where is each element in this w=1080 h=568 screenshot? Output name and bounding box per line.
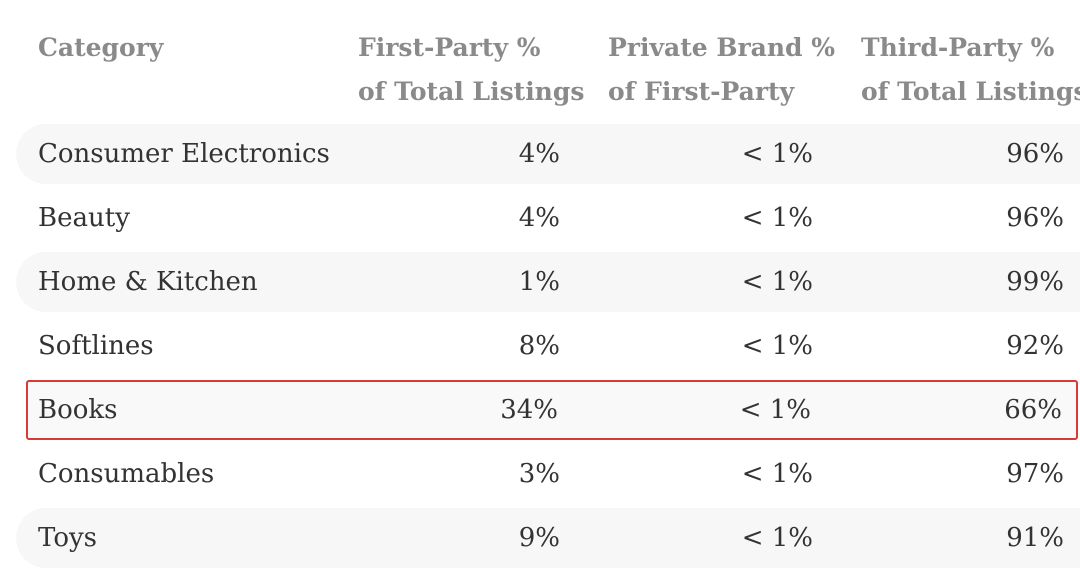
cell-category: Beauty xyxy=(38,203,130,233)
cell-private-brand: < 1% xyxy=(741,139,813,169)
header-private-brand-line-1: Private Brand % xyxy=(608,33,835,62)
header-third-party: Third-Party % of Total Listings xyxy=(861,26,1080,114)
cell-category: Toys xyxy=(38,523,98,553)
cell-first-party: 1% xyxy=(518,267,560,297)
table-row: Softlines 8% < 1% 92% xyxy=(16,316,1080,376)
table-row: Toys 9% < 1% 91% xyxy=(16,508,1080,568)
cell-third-party: 91% xyxy=(1006,523,1064,553)
cell-first-party: 3% xyxy=(518,459,560,489)
cell-first-party: 8% xyxy=(518,331,560,361)
highlighted-row-books: Books 34% < 1% 66% xyxy=(26,380,1078,440)
header-first-party: First-Party % of Total Listings xyxy=(358,26,584,114)
cell-third-party: 96% xyxy=(1006,139,1064,169)
header-first-party-line-1: First-Party % xyxy=(358,33,541,62)
cell-first-party: 9% xyxy=(518,523,560,553)
header-first-party-line-2: of Total Listings xyxy=(358,77,585,106)
cell-category: Consumer Electronics xyxy=(38,139,330,169)
cell-category: Softlines xyxy=(38,331,154,361)
header-third-party-line-1: Third-Party % xyxy=(861,33,1055,62)
cell-third-party: 96% xyxy=(1006,203,1064,233)
cell-third-party: 92% xyxy=(1006,331,1064,361)
header-category: Category xyxy=(38,26,163,70)
header-private-brand: Private Brand % of First-Party xyxy=(608,26,835,114)
cell-first-party: 4% xyxy=(518,203,560,233)
cell-private-brand: < 1% xyxy=(741,459,813,489)
cell-first-party: 4% xyxy=(518,139,560,169)
cell-private-brand: < 1% xyxy=(741,523,813,553)
cell-private-brand: < 1% xyxy=(741,331,813,361)
table-row: Home & Kitchen 1% < 1% 99% xyxy=(16,252,1080,312)
cell-first-party: 34% xyxy=(500,395,558,425)
cell-third-party: 99% xyxy=(1006,267,1064,297)
cell-private-brand: < 1% xyxy=(741,203,813,233)
table-header: Category First-Party % of Total Listings… xyxy=(0,0,1080,120)
table-row: Consumables 3% < 1% 97% xyxy=(16,444,1080,504)
cell-private-brand: < 1% xyxy=(741,267,813,297)
cell-third-party: 97% xyxy=(1006,459,1064,489)
header-third-party-line-2: of Total Listings xyxy=(861,77,1080,106)
cell-private-brand: < 1% xyxy=(739,395,811,425)
header-private-brand-line-2: of First-Party xyxy=(608,77,795,106)
cell-category: Home & Kitchen xyxy=(38,267,258,297)
cell-third-party: 66% xyxy=(1004,395,1062,425)
cell-category: Consumables xyxy=(38,459,215,489)
header-category-line-1: Category xyxy=(38,33,164,62)
cell-category: Books xyxy=(38,395,118,425)
table-row: Consumer Electronics 4% < 1% 96% xyxy=(16,124,1080,184)
table-row: Beauty 4% < 1% 96% xyxy=(16,188,1080,248)
